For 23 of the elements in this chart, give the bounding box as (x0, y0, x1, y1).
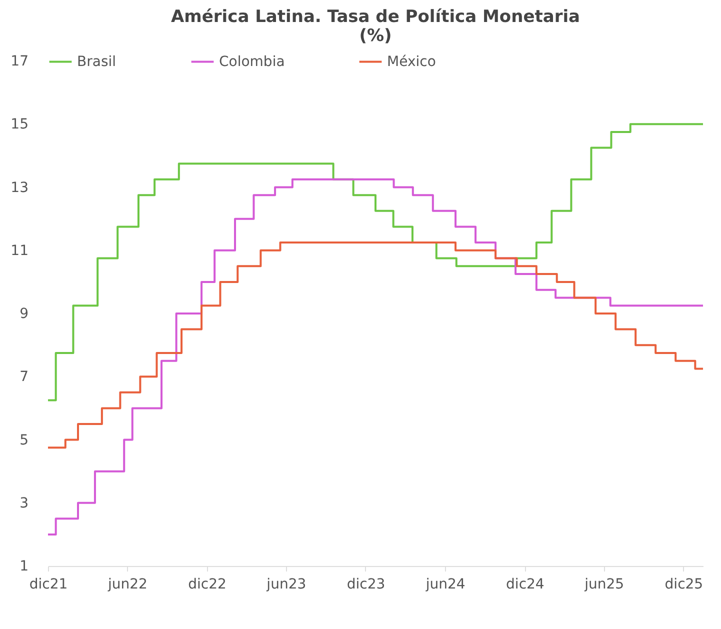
y-tick-label: 1 (20, 558, 28, 574)
y-tick-label: 7 (20, 369, 28, 386)
chart-title: América Latina. Tasa de Política Monetaria (170, 7, 580, 27)
x-tick-label: dic24 (506, 576, 544, 592)
x-tick-label: jun24 (424, 576, 466, 592)
chart-subtitle: (%) (359, 26, 392, 46)
y-tick-label: 9 (20, 306, 28, 322)
x-tick-label: jun22 (106, 576, 148, 592)
y-tick-label: 3 (20, 495, 28, 512)
legend-label: México (387, 54, 436, 70)
y-tick-label: 13 (10, 180, 28, 196)
y-tick-label: 5 (20, 432, 28, 448)
x-tick-label: dic22 (188, 576, 226, 592)
y-tick-label: 17 (10, 54, 28, 70)
y-tick-label: 15 (10, 116, 28, 133)
legend-label: Colombia (219, 54, 285, 70)
x-tick-label: dic25 (664, 576, 704, 592)
x-tick-label: dic23 (346, 576, 386, 592)
legend-label: Brasil (77, 54, 116, 70)
x-tick-label: jun25 (584, 576, 624, 592)
x-tick-label: jun23 (266, 576, 306, 592)
y-tick-label: 11 (10, 242, 28, 259)
x-tick-label: dic21 (29, 576, 68, 592)
